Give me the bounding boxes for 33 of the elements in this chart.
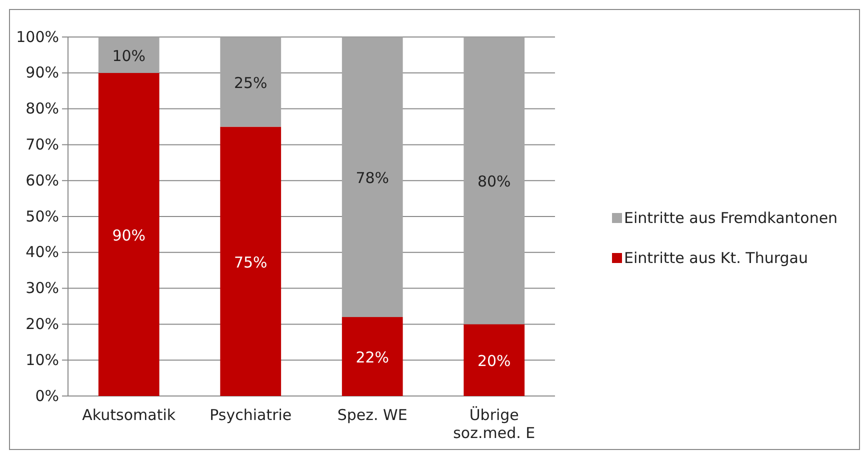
bar xyxy=(220,37,282,127)
data-label: 80% xyxy=(477,172,511,191)
bar xyxy=(342,317,403,396)
x-tick-label: Übrige soz.med. E xyxy=(453,406,536,442)
data-label: 22% xyxy=(356,348,390,367)
y-tick-label: 60% xyxy=(26,171,59,190)
bar xyxy=(98,37,160,73)
y-tick-label: 50% xyxy=(26,207,59,226)
y-tick-label: 30% xyxy=(26,279,59,298)
data-label: 25% xyxy=(234,74,268,92)
legend-label: Eintritte aus Fremdkantonen xyxy=(624,209,838,227)
data-label: 75% xyxy=(234,253,268,272)
y-tick-label: 0% xyxy=(35,386,59,405)
bar xyxy=(342,37,403,318)
y-tick-label: 70% xyxy=(26,136,59,154)
y-tick-label: 40% xyxy=(26,243,59,262)
x-tick-label: Akutsomatik xyxy=(82,406,176,424)
data-label: 90% xyxy=(112,226,146,244)
y-tick-label: 100% xyxy=(16,28,59,46)
x-tick-label: Spez. WE xyxy=(337,406,408,424)
data-label: 78% xyxy=(356,169,390,188)
bar xyxy=(220,126,282,396)
legend-label: Eintritte aus Kt. Thurgau xyxy=(624,249,808,267)
y-tick-label: 10% xyxy=(26,350,59,369)
data-label: 10% xyxy=(112,46,146,65)
data-label: 20% xyxy=(477,352,511,370)
y-tick-label: 90% xyxy=(26,64,59,82)
y-tick-label: 80% xyxy=(26,100,59,118)
bar xyxy=(464,324,525,396)
bar xyxy=(464,37,525,324)
x-tick-label: Psychiatrie xyxy=(210,406,292,424)
y-tick-label: 20% xyxy=(26,315,59,333)
bar xyxy=(98,72,160,396)
